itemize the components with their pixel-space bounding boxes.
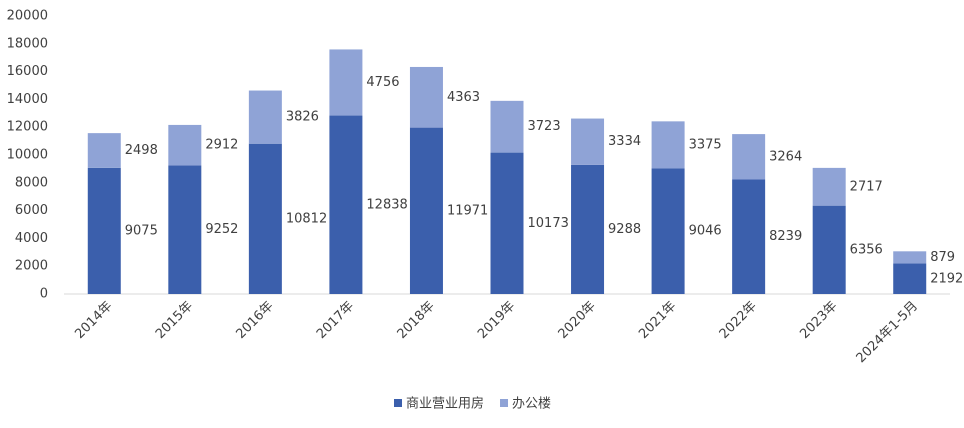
x-tick-label: 2020年 [556, 299, 599, 342]
data-label: 3723 [528, 119, 561, 134]
legend-swatch [500, 399, 509, 407]
bar-segment [248, 90, 282, 144]
data-label: 3334 [608, 134, 641, 149]
y-tick-label: 10000 [7, 148, 48, 163]
bar-segment [168, 124, 202, 166]
y-tick-label: 20000 [7, 9, 48, 24]
legend-swatch [394, 399, 402, 407]
x-tick-label: 2021年 [636, 299, 679, 342]
data-label: 9075 [125, 223, 158, 238]
y-tick-label: 16000 [7, 64, 48, 79]
data-label: 9046 [689, 224, 722, 239]
data-label: 10812 [286, 211, 327, 226]
data-label: 3826 [286, 110, 319, 125]
x-tick: 2023年 [797, 299, 840, 342]
y-tick-label: 4000 [15, 231, 48, 246]
data-label: 2717 [850, 179, 883, 194]
x-tick: 2014年 [72, 299, 115, 342]
data-label: 879 [930, 250, 955, 265]
bar-segment [651, 121, 685, 169]
bar-segment [248, 143, 282, 294]
y-tick-label: 8000 [15, 175, 48, 190]
x-tick: 2021年 [636, 299, 679, 342]
bar-segment [812, 167, 846, 206]
x-tick-label: 2024年1-5月 [854, 299, 921, 366]
bar-segment [409, 127, 443, 294]
bar-segment [87, 133, 121, 168]
y-tick-label: 18000 [7, 36, 48, 51]
y-tick-label: 0 [40, 287, 48, 302]
x-tick-label: 2015年 [153, 299, 196, 342]
y-tick-label: 2000 [15, 259, 48, 274]
x-tick-label: 2023年 [797, 299, 840, 342]
bar-segment [651, 168, 685, 294]
x-tick: 2015年 [153, 299, 196, 342]
bar-segment [490, 152, 524, 294]
data-label: 3375 [689, 137, 722, 152]
data-label: 4756 [366, 75, 399, 90]
y-tick-label: 6000 [15, 203, 48, 218]
data-label: 2192 [930, 271, 963, 286]
bar-segment [571, 164, 605, 294]
data-label: 8239 [769, 229, 802, 244]
data-label: 9252 [205, 222, 238, 237]
bar-segment [168, 165, 202, 294]
data-label: 4363 [447, 90, 480, 105]
data-label: 6356 [850, 242, 883, 257]
bar-segment [490, 100, 524, 153]
x-tick: 2017年 [314, 299, 357, 342]
data-label: 2912 [205, 138, 238, 153]
bar-segment [732, 134, 766, 180]
data-label: 11971 [447, 203, 488, 218]
data-label: 2498 [125, 143, 158, 158]
bar-segment [893, 263, 927, 294]
x-tick-label: 2016年 [233, 299, 276, 342]
bar-segment [571, 118, 605, 165]
x-tick-label: 2019年 [475, 299, 518, 342]
x-tick-label: 2022年 [717, 299, 760, 342]
bar-segment [409, 66, 443, 128]
x-tick: 2022年 [717, 299, 760, 342]
x-tick-label: 2014年 [72, 299, 115, 342]
bar-segment [87, 167, 121, 294]
x-tick: 2016年 [233, 299, 276, 342]
data-label: 9288 [608, 222, 641, 237]
x-tick-label: 2017年 [314, 299, 357, 342]
legend-label: 商业营业用房 [406, 396, 484, 412]
bar-segment [812, 205, 846, 294]
data-label: 10173 [528, 216, 569, 231]
x-tick: 2020年 [556, 299, 599, 342]
y-tick-label: 12000 [7, 120, 48, 135]
y-tick-label: 14000 [7, 92, 48, 107]
x-tick: 2024年1-5月 [854, 299, 921, 366]
bar-segment [329, 49, 363, 116]
bar-segment [329, 115, 363, 294]
bar-segment [732, 179, 766, 294]
x-tick-label: 2018年 [395, 299, 438, 342]
x-tick: 2019年 [475, 299, 518, 342]
data-label: 12838 [366, 197, 407, 212]
data-label: 3264 [769, 149, 802, 164]
x-tick: 2018年 [395, 299, 438, 342]
bar-segment [893, 251, 927, 264]
legend-label: 办公楼 [512, 397, 551, 412]
